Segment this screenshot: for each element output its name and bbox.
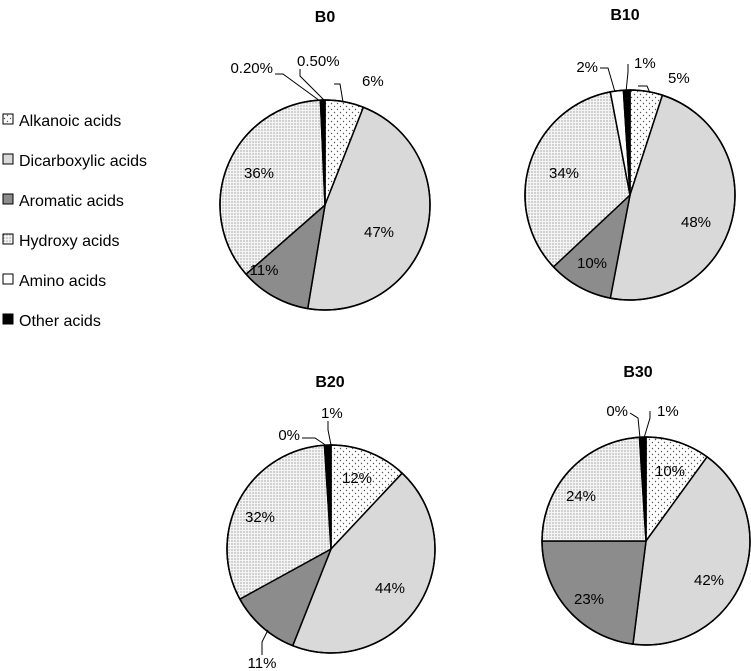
legend-swatch-aromatic (2, 193, 14, 205)
chart-title-b10: B10 (610, 7, 639, 24)
label-b20-hydroxy: 32% (245, 509, 275, 526)
label-b0-other: 0.50% (297, 53, 340, 70)
leader-line (638, 85, 651, 94)
label-b20-alkanoic: 12% (342, 470, 372, 487)
data-labels: 6% 47% 11% 36% 0.20% 0.50% 5% 48% 10% 34… (230, 53, 724, 671)
legend-item-alkanoic-acids: Alkanoic acids (2, 113, 121, 130)
leader-line (302, 437, 328, 447)
label-b20-amino: 0% (278, 427, 300, 444)
legend-swatch-other (2, 313, 14, 325)
legend-item-dicarboxylic-acids: Dicarboxylic acids (2, 153, 147, 170)
leader-line (625, 64, 629, 93)
label-b30-aromatic: 23% (574, 591, 604, 608)
label-b10-other: 1% (634, 55, 656, 72)
legend-swatch-dicarboxylic (2, 153, 14, 165)
pie-b20 (226, 444, 436, 654)
pie-outline (219, 99, 431, 311)
legend-label-alkanoic: Alkanoic acids (19, 113, 121, 130)
legend-item-other-acids: Other acids (2, 313, 101, 330)
legend-label-dicarboxylic: Dicarboxylic acids (19, 153, 147, 170)
legend-label-aromatic: Aromatic acids (19, 193, 124, 210)
label-b10-dicarboxylic: 48% (681, 214, 711, 231)
pie-b0 (219, 99, 431, 311)
leader-lines (261, 64, 651, 655)
pie-b10 (524, 89, 736, 301)
legend-item-aromatic-acids: Aromatic acids (2, 193, 124, 210)
label-b0-amino: 0.20% (230, 60, 273, 77)
label-b30-dicarboxylic: 42% (694, 572, 724, 589)
legend-swatch-amino (2, 273, 14, 285)
label-b20-other: 1% (321, 405, 343, 422)
label-b30-amino: 0% (606, 403, 628, 420)
leader-line (643, 411, 651, 439)
leader-line (334, 83, 344, 103)
pie-outline (524, 89, 736, 301)
legend-label-hydroxy: Hydroxy acids (19, 233, 119, 250)
label-b0-dicarboxylic: 47% (364, 224, 394, 241)
label-b30-hydroxy: 24% (566, 488, 596, 505)
leader-line (275, 73, 321, 102)
label-b0-alkanoic: 6% (362, 73, 384, 90)
legend-item-hydroxy-acids: Hydroxy acids (2, 233, 119, 250)
chart-title-b0: B0 (315, 9, 336, 26)
label-b10-aromatic: 10% (577, 255, 607, 272)
legend-label-amino: Amino acids (19, 273, 106, 290)
pie-b30 (541, 436, 751, 646)
leader-line (600, 67, 616, 93)
leader-line (327, 421, 332, 446)
legend-swatch-alkanoic (2, 113, 14, 125)
label-b10-hydroxy: 34% (549, 165, 579, 182)
leader-line (629, 412, 641, 439)
label-b0-hydroxy: 36% (244, 165, 274, 182)
label-b10-alkanoic: 5% (668, 70, 690, 87)
label-b30-other: 1% (657, 403, 679, 420)
leader-line (299, 69, 325, 101)
label-b10-amino: 2% (576, 59, 598, 76)
legend-label-other: Other acids (19, 313, 101, 330)
label-b20-dicarboxylic: 44% (375, 580, 405, 597)
pie-outline (541, 436, 751, 646)
leader-line (261, 629, 269, 655)
chart-title-b30: B30 (623, 364, 652, 381)
legend-item-amino-acids: Amino acids (2, 273, 106, 290)
label-b0-aromatic: 11% (250, 262, 279, 279)
label-b30-alkanoic: 10% (655, 463, 685, 480)
label-b20-aromatic: 11% (248, 655, 277, 671)
legend-swatch-hydroxy (2, 233, 14, 245)
legend: Alkanoic acids Dicarboxylic acids Aromat… (2, 113, 147, 330)
chart-title-b20: B20 (315, 374, 344, 391)
